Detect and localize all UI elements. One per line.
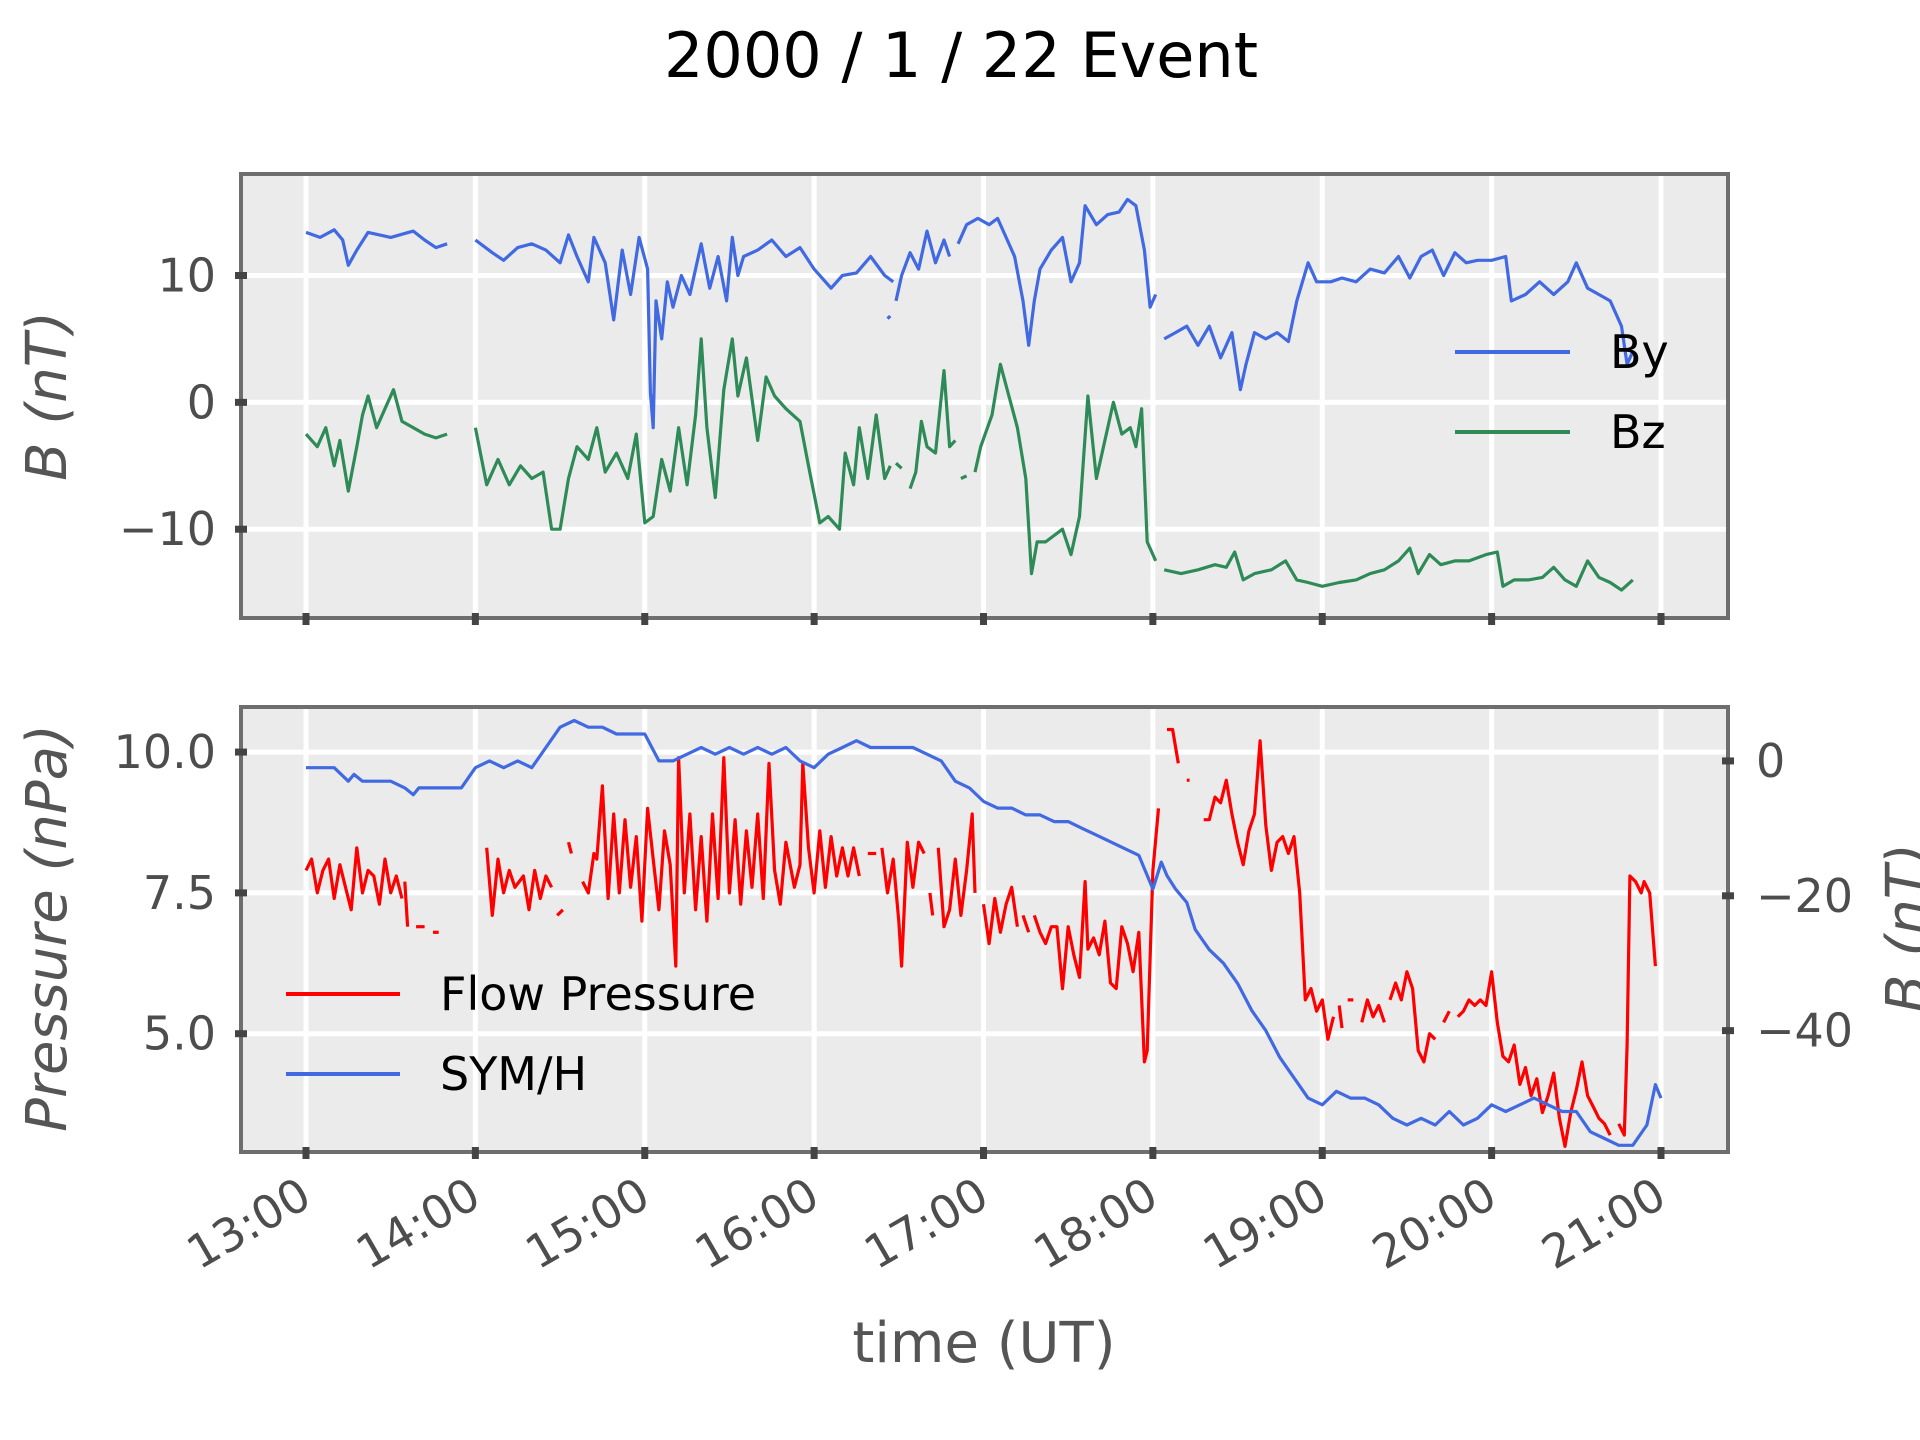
series-line-flow-pressure xyxy=(304,846,404,912)
top-legend: By Bz xyxy=(1455,325,1669,459)
legend-label: Flow Pressure xyxy=(440,967,756,1021)
bottom-legend: Flow Pressure SYM/H xyxy=(286,967,756,1101)
legend-label: Bz xyxy=(1610,405,1666,459)
top-grid xyxy=(241,174,1728,618)
bottom-lines xyxy=(304,718,1663,1148)
bottom-panel: 13:00 14:00 15:00 16:00 17:00 18:00 19:00 20:00… xyxy=(15,705,1920,1376)
x-tick-label: 15:00 xyxy=(516,1167,658,1280)
chart-title: 2000 / 1 / 22 Event xyxy=(664,19,1258,92)
legend-label: SYM/H xyxy=(440,1047,587,1101)
x-tick-label: 17:00 xyxy=(855,1167,997,1280)
top-y-axis-label: B (nT) xyxy=(15,311,80,481)
series-line-flow-pressure xyxy=(1388,970,1437,1064)
series-line-flow-pressure xyxy=(880,840,926,968)
x-tick-label: 19:00 xyxy=(1194,1167,1336,1280)
series-line-flow-pressure xyxy=(1203,739,1336,1041)
y-tick-label: −10 xyxy=(119,502,216,556)
series-line-flow-pressure xyxy=(1337,1005,1344,1029)
x-tick-label: 18:00 xyxy=(1025,1167,1167,1280)
series-line-flow-pressure xyxy=(403,881,410,927)
bottom-y-axis-label: Pressure (nPa) xyxy=(15,724,80,1132)
series-line-bz xyxy=(894,462,903,470)
x-axis-label: time (UT) xyxy=(852,1311,1115,1376)
series-line-flow-pressure xyxy=(1167,727,1180,764)
series-line-flow-pressure xyxy=(1360,998,1386,1023)
series-line-flow-pressure xyxy=(556,908,565,917)
series-line-by xyxy=(956,197,1158,347)
series-line-flow-pressure xyxy=(928,892,935,916)
series-line-bz xyxy=(304,388,448,493)
bottom-right-y-axis-label: B (nT) xyxy=(1875,843,1920,1013)
series-line-bz xyxy=(960,474,968,480)
series-line-by xyxy=(1163,248,1635,392)
series-line-by xyxy=(305,228,448,267)
top-panel: 10 0 −10 B (nT) By Bz xyxy=(15,172,1730,625)
series-line-flow-pressure xyxy=(1617,874,1657,1137)
series-line-bz xyxy=(473,337,892,531)
series-line-bz xyxy=(1163,546,1634,592)
series-line-flow-pressure xyxy=(1032,808,1161,1064)
x-tick-label: 14:00 xyxy=(347,1167,489,1280)
series-line-flow-pressure xyxy=(1456,970,1612,1148)
right-y-tick-label: 0 xyxy=(1756,734,1785,788)
y-tick-label: 5.0 xyxy=(143,1007,216,1061)
x-tick-label: 13:00 xyxy=(178,1167,320,1280)
x-tick-label: 21:00 xyxy=(1533,1167,1675,1280)
right-y-tick-label: −20 xyxy=(1756,869,1853,923)
series-line-flow-pressure xyxy=(936,812,977,929)
series-line-bz xyxy=(973,362,1158,576)
x-tick-label: 16:00 xyxy=(686,1167,828,1280)
series-line-sym-h xyxy=(306,718,1663,1147)
series-line-by xyxy=(474,233,895,430)
top-ticks: 10 0 −10 xyxy=(119,248,1665,625)
series-line-flow-pressure xyxy=(581,756,861,968)
series-line-flow-pressure xyxy=(981,885,1019,946)
series-line-flow-pressure xyxy=(1021,914,1031,933)
y-tick-label: 10.0 xyxy=(114,725,216,779)
right-y-tick-label: −40 xyxy=(1756,1004,1853,1058)
y-tick-label: 7.5 xyxy=(143,866,216,920)
series-line-by xyxy=(886,314,892,320)
x-tick-label: 20:00 xyxy=(1363,1167,1505,1280)
y-tick-label: 10 xyxy=(157,248,216,302)
series-line-bz xyxy=(908,369,957,490)
series-line-flow-pressure xyxy=(566,841,573,854)
series-line-flow-pressure xyxy=(1442,1010,1451,1024)
series-line-flow-pressure xyxy=(485,847,554,917)
y-tick-label: 0 xyxy=(187,375,216,429)
legend-label: By xyxy=(1610,325,1669,379)
series-line-by xyxy=(894,229,952,302)
top-lines xyxy=(304,197,1635,592)
